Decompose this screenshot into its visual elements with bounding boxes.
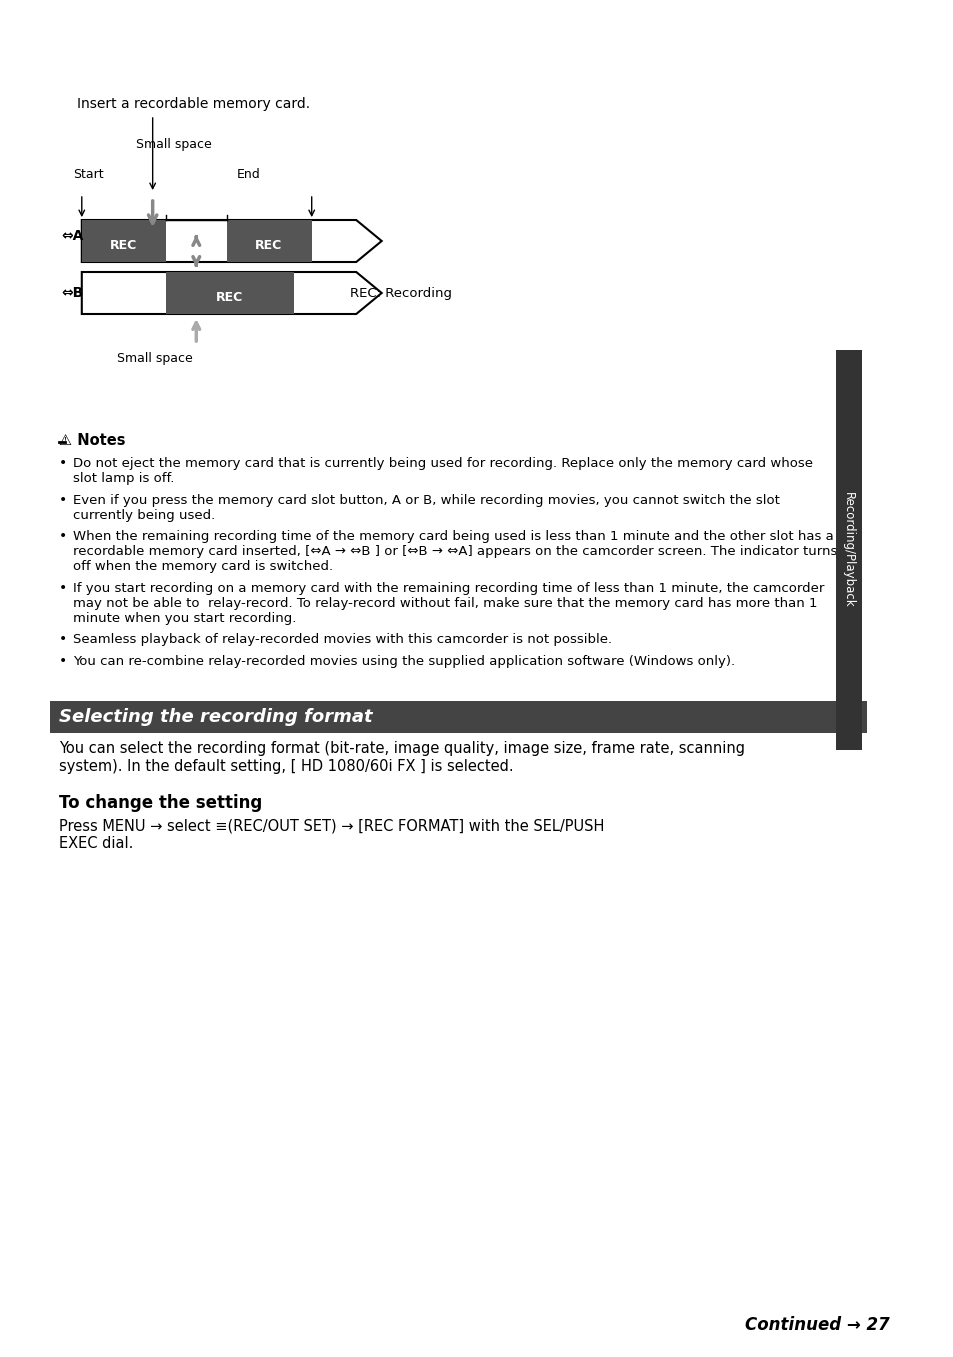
Text: ⚠ Notes: ⚠ Notes xyxy=(59,433,126,448)
Text: REC: REC xyxy=(216,290,243,304)
Text: Do not eject the memory card that is currently being used for recording. Replace: Do not eject the memory card that is cur… xyxy=(72,457,812,470)
Text: •: • xyxy=(59,456,68,470)
Bar xyxy=(50,702,867,733)
Text: You can select the recording format (bit-rate, image quality, image size, frame : You can select the recording format (bit… xyxy=(59,741,744,756)
Text: To change the setting: To change the setting xyxy=(59,794,262,811)
FancyBboxPatch shape xyxy=(835,350,861,750)
Bar xyxy=(82,220,166,262)
Text: Selecting the recording format: Selecting the recording format xyxy=(59,708,373,726)
Text: Start: Start xyxy=(72,168,103,180)
Bar xyxy=(166,271,294,313)
Text: Seamless playback of relay-recorded movies with this camcorder is not possible.: Seamless playback of relay-recorded movi… xyxy=(72,632,611,646)
Text: off when the memory card is switched.: off when the memory card is switched. xyxy=(72,560,333,573)
Text: system). In the default setting, [ HD 1080/60i FX ] is selected.: system). In the default setting, [ HD 10… xyxy=(59,759,513,773)
Text: •: • xyxy=(59,493,68,506)
Text: minute when you start recording.: minute when you start recording. xyxy=(72,612,295,624)
Text: REC: Recording: REC: Recording xyxy=(350,286,452,300)
Text: recordable memory card inserted, [⇔A → ⇔B ] or [⇔B → ⇔A] appears on the camcorde: recordable memory card inserted, [⇔A → ⇔… xyxy=(72,546,836,558)
Text: ⇔B: ⇔B xyxy=(61,286,83,300)
Text: may not be able to  relay-record. To relay-record without fail, make sure that t: may not be able to relay-record. To rela… xyxy=(72,597,817,609)
Text: Press MENU → select ≡(REC/OUT SET) → [REC FORMAT] with the SEL/PUSH: Press MENU → select ≡(REC/OUT SET) → [RE… xyxy=(59,818,604,833)
Text: Even if you press the memory card slot button, A or B, while recording movies, y: Even if you press the memory card slot b… xyxy=(72,494,779,506)
Text: •: • xyxy=(59,632,68,646)
Text: ⇔A: ⇔A xyxy=(61,229,83,243)
Bar xyxy=(227,220,312,262)
Text: REC: REC xyxy=(110,239,137,251)
Text: •: • xyxy=(59,529,68,543)
Text: •: • xyxy=(59,581,68,594)
Text: REC: REC xyxy=(255,239,282,251)
Text: slot lamp is off.: slot lamp is off. xyxy=(72,472,173,484)
Text: Continued → 27: Continued → 27 xyxy=(744,1316,889,1334)
Text: Recording/Playback: Recording/Playback xyxy=(841,493,855,608)
Text: End: End xyxy=(236,168,260,180)
Text: Small space: Small space xyxy=(136,138,212,151)
Text: If you start recording on a memory card with the remaining recording time of les: If you start recording on a memory card … xyxy=(72,582,823,594)
Text: When the remaining recording time of the memory card being used is less than 1 m: When the remaining recording time of the… xyxy=(72,531,833,543)
Text: You can re-combine relay-recorded movies using the supplied application software: You can re-combine relay-recorded movies… xyxy=(72,654,734,668)
Text: EXEC dial.: EXEC dial. xyxy=(59,836,133,851)
Text: Insert a recordable memory card.: Insert a recordable memory card. xyxy=(77,96,310,111)
Text: Small space: Small space xyxy=(116,351,193,365)
Text: •: • xyxy=(59,654,68,668)
Text: currently being used.: currently being used. xyxy=(72,509,214,521)
